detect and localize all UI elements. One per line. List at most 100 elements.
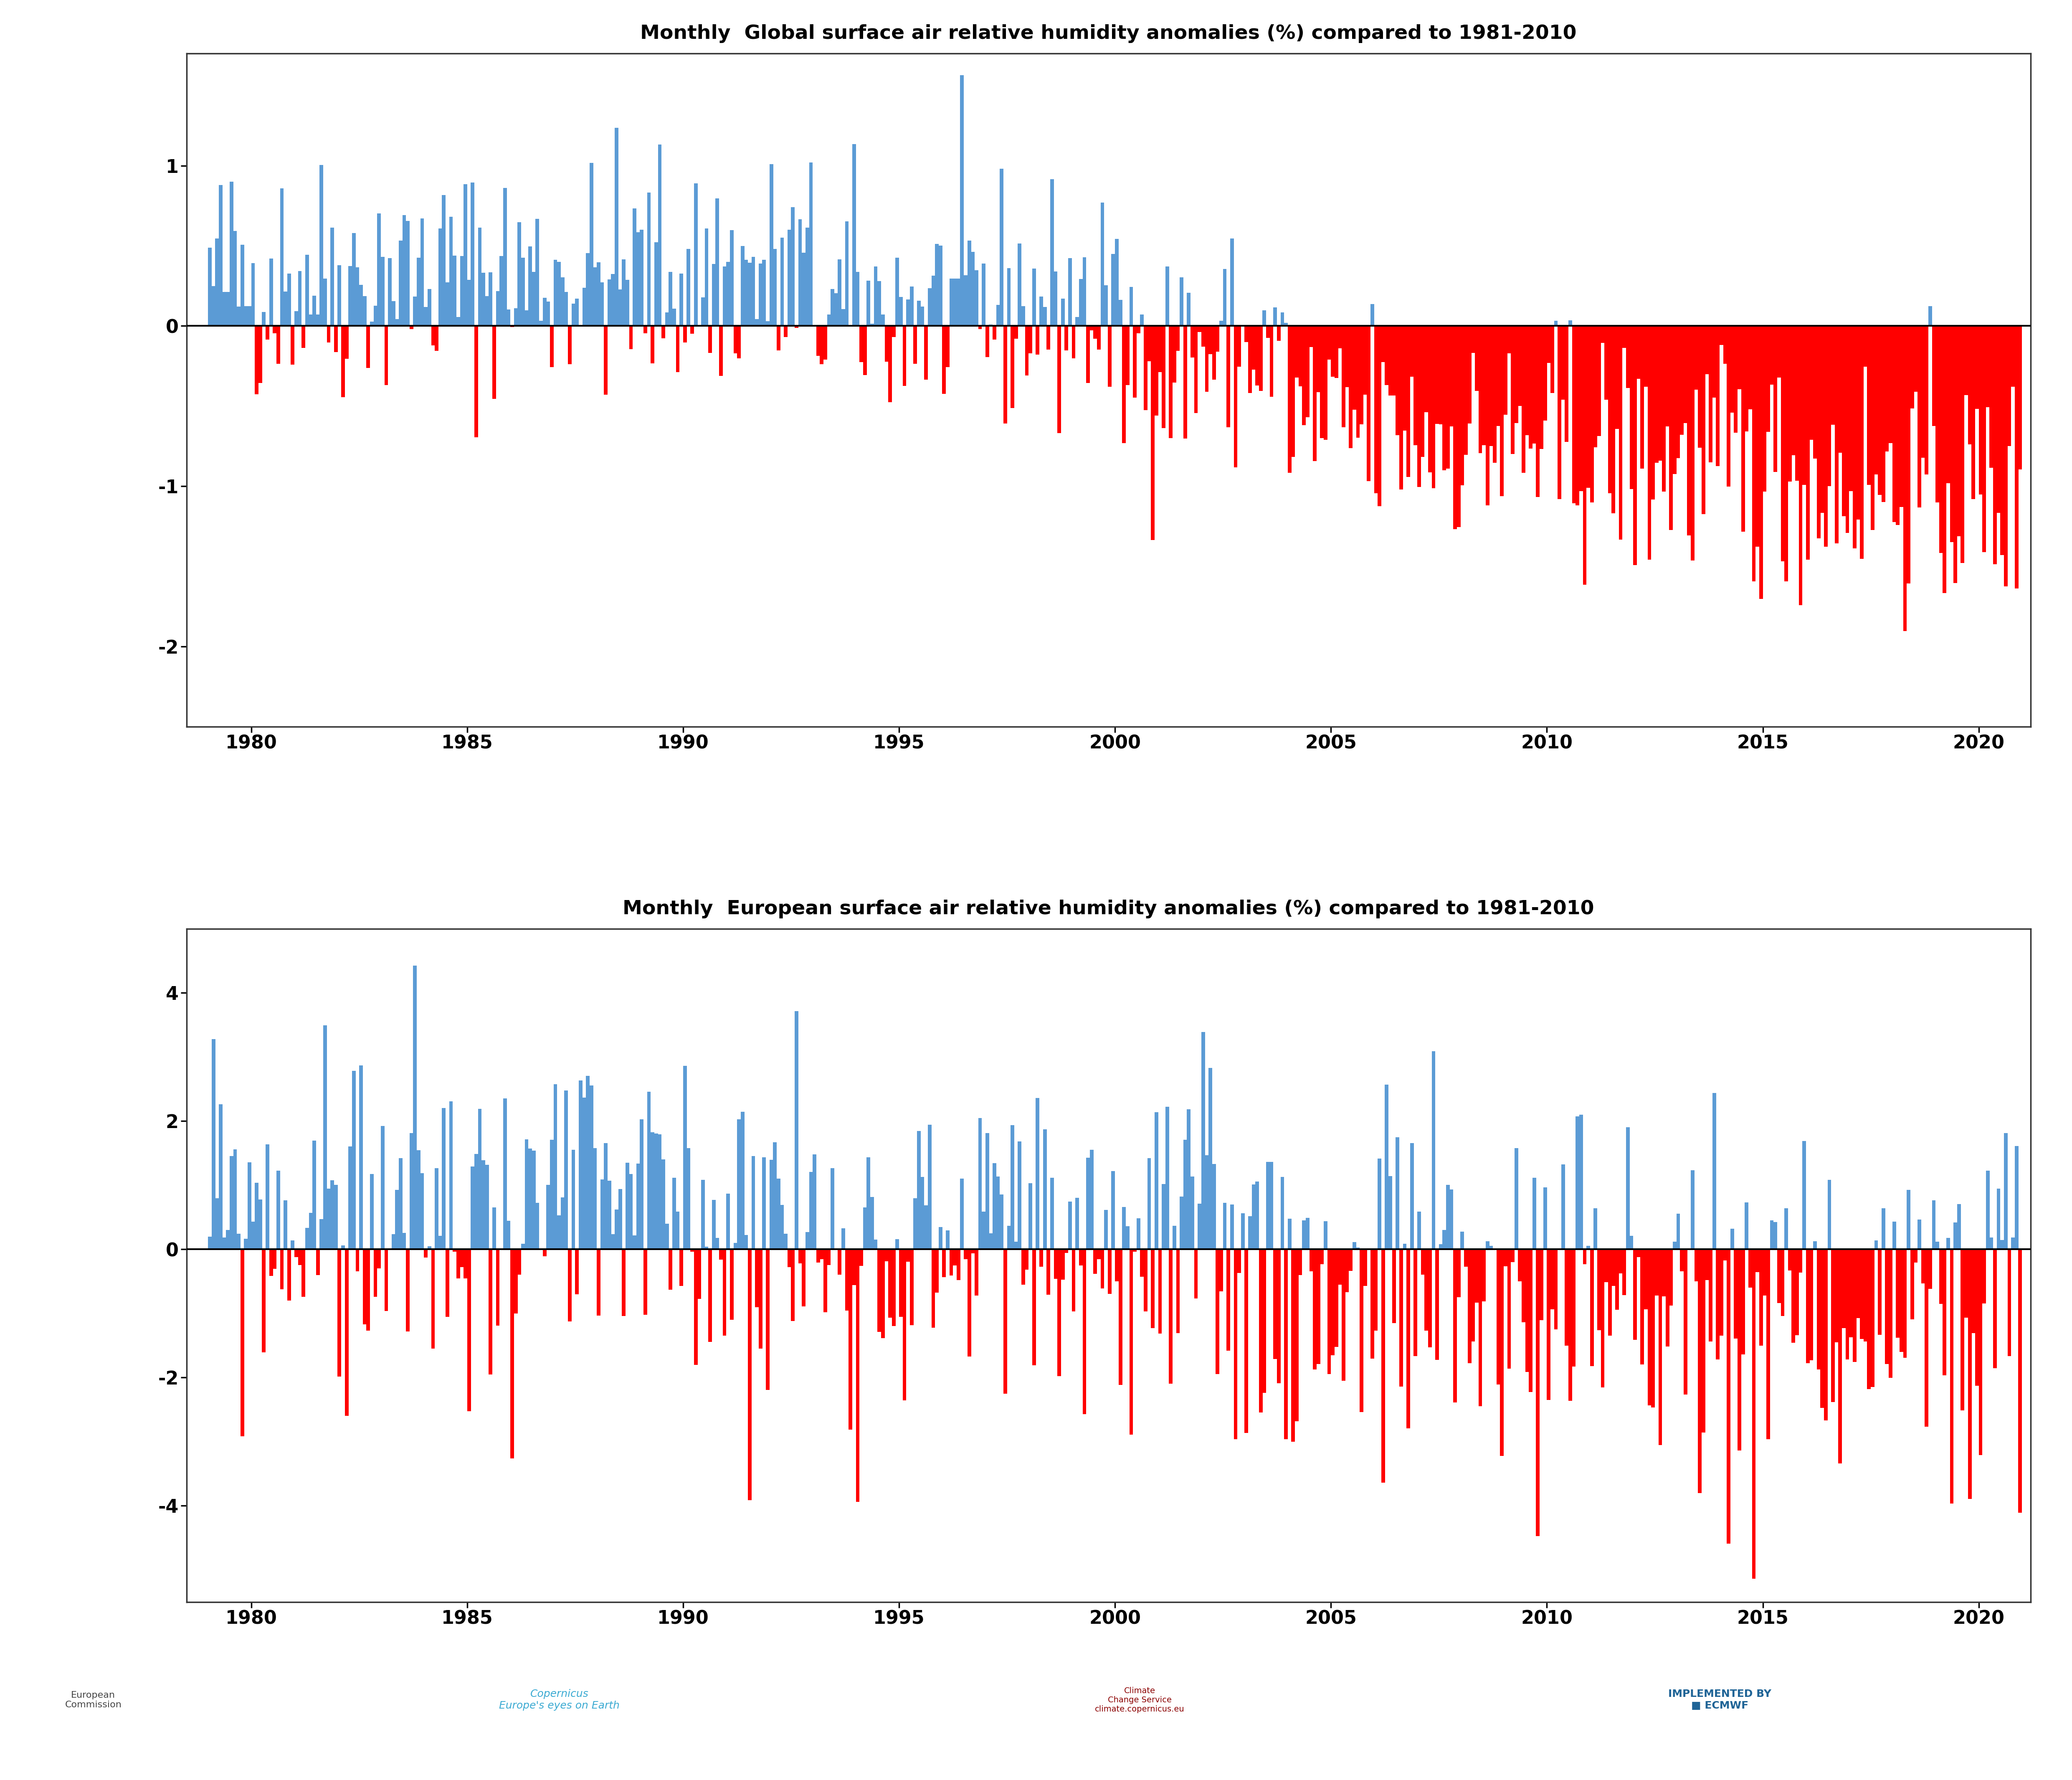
Bar xyxy=(305,1228,309,1250)
Bar xyxy=(1465,326,1467,456)
Bar xyxy=(1886,326,1890,452)
Bar xyxy=(1461,326,1465,486)
Bar xyxy=(1550,326,1554,393)
Bar xyxy=(1262,310,1266,326)
Bar xyxy=(416,258,421,326)
Bar xyxy=(1057,1250,1061,1376)
Bar xyxy=(665,311,669,326)
Bar xyxy=(1475,1250,1479,1303)
Bar xyxy=(1251,1184,1256,1250)
Bar xyxy=(1100,1250,1104,1289)
Bar xyxy=(1287,1219,1291,1250)
Bar xyxy=(1740,326,1745,532)
Bar xyxy=(1355,326,1359,438)
Bar xyxy=(1817,1250,1821,1369)
Bar xyxy=(2008,326,2012,447)
Bar xyxy=(636,231,640,326)
Bar xyxy=(754,319,758,326)
Bar xyxy=(835,294,837,326)
Bar xyxy=(1573,326,1575,504)
Bar xyxy=(1109,1250,1111,1294)
Bar xyxy=(1763,326,1767,491)
Bar xyxy=(371,322,373,326)
Bar xyxy=(1583,326,1587,584)
Bar xyxy=(1183,1139,1187,1250)
Bar xyxy=(1055,1250,1057,1278)
Bar xyxy=(342,326,344,397)
Bar xyxy=(671,308,675,326)
Bar xyxy=(874,1239,879,1250)
Bar xyxy=(1929,306,1931,326)
Bar xyxy=(709,1250,713,1342)
Bar xyxy=(1734,1250,1738,1339)
Bar xyxy=(1680,1250,1685,1271)
Bar xyxy=(327,1189,329,1250)
Bar xyxy=(305,255,309,326)
Bar xyxy=(1032,1250,1036,1365)
Bar xyxy=(2008,1250,2012,1356)
Bar xyxy=(441,1107,445,1250)
Bar xyxy=(329,228,334,326)
Bar xyxy=(568,326,572,365)
Bar xyxy=(1169,1250,1173,1383)
Bar xyxy=(2012,326,2014,386)
Bar xyxy=(1001,169,1003,326)
Bar xyxy=(1129,287,1133,326)
Bar xyxy=(1260,326,1262,392)
Bar xyxy=(1809,1250,1813,1360)
Bar xyxy=(918,301,920,326)
Bar xyxy=(1548,326,1550,363)
Bar xyxy=(957,278,959,326)
Bar xyxy=(852,1250,856,1285)
Bar xyxy=(1481,326,1486,445)
Bar xyxy=(1691,1169,1695,1250)
Bar xyxy=(1140,1250,1144,1276)
Bar xyxy=(1216,1250,1220,1374)
Bar xyxy=(1411,326,1413,377)
Bar xyxy=(549,1139,553,1250)
Bar xyxy=(261,311,265,326)
Bar xyxy=(798,219,802,326)
Bar xyxy=(1339,326,1343,349)
Bar xyxy=(1218,1250,1222,1290)
Bar xyxy=(1276,1250,1280,1383)
Bar xyxy=(781,1205,783,1250)
Bar xyxy=(1697,1250,1701,1493)
Bar xyxy=(831,288,835,326)
Bar xyxy=(1964,1250,1968,1317)
Bar xyxy=(1925,1250,1929,1428)
Bar xyxy=(1863,326,1867,367)
Bar xyxy=(1629,326,1633,490)
Bar xyxy=(783,1234,787,1250)
Bar xyxy=(1970,326,1975,498)
Bar xyxy=(1705,1250,1709,1280)
Bar xyxy=(1233,1250,1237,1440)
Bar xyxy=(1086,1157,1090,1250)
Bar xyxy=(1608,1250,1612,1335)
Bar xyxy=(1328,326,1330,360)
Bar xyxy=(1838,326,1842,452)
Bar xyxy=(470,183,474,326)
Bar xyxy=(1301,326,1305,425)
Bar xyxy=(1803,1141,1807,1250)
Bar xyxy=(876,1250,881,1331)
Bar xyxy=(1206,326,1208,392)
Bar xyxy=(1701,326,1705,514)
Bar xyxy=(1685,1250,1687,1394)
Bar xyxy=(215,1198,220,1250)
Bar xyxy=(1285,322,1289,326)
Bar xyxy=(1915,326,1917,392)
Bar xyxy=(1051,180,1055,326)
Bar xyxy=(1295,1250,1299,1422)
Bar xyxy=(1071,326,1075,358)
Bar xyxy=(230,1155,234,1250)
Bar xyxy=(1875,1241,1877,1250)
Bar xyxy=(1975,326,1979,409)
Bar xyxy=(1266,326,1270,338)
Bar xyxy=(1148,1159,1152,1250)
Bar xyxy=(385,1250,387,1312)
Bar xyxy=(454,1250,456,1251)
Bar xyxy=(1564,1250,1569,1346)
Bar xyxy=(798,1250,802,1264)
Bar xyxy=(454,256,456,326)
